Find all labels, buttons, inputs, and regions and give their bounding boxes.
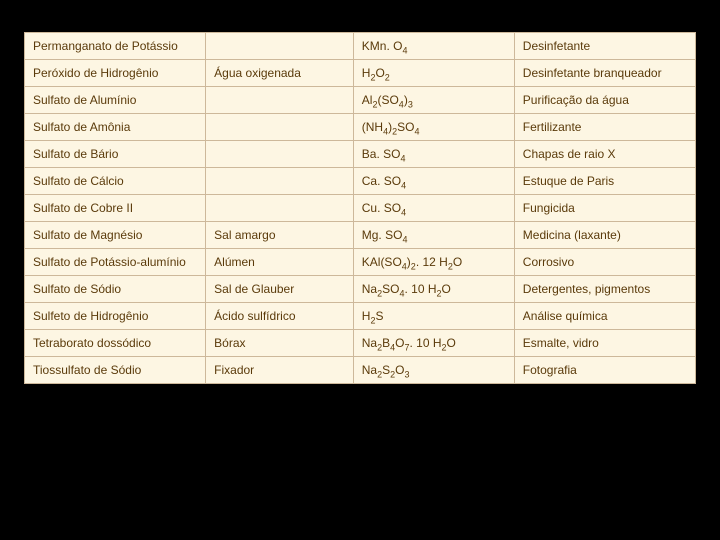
- table-row: Tiossulfato de SódioFixadorNa2S2O3Fotogr…: [25, 357, 696, 384]
- common-name-cell: Sal de Glauber: [206, 276, 354, 303]
- common-name-cell: Fixador: [206, 357, 354, 384]
- use-cell: Desinfetante branqueador: [514, 60, 695, 87]
- table-row: Tetraborato dossódicoBóraxNa2B4O7. 10 H2…: [25, 330, 696, 357]
- table-row: Peróxido de HidrogênioÁgua oxigenadaH2O2…: [25, 60, 696, 87]
- compound-name-cell: Permanganato de Potássio: [25, 33, 206, 60]
- formula-cell: Cu. SO4: [353, 195, 514, 222]
- use-cell: Desinfetante: [514, 33, 695, 60]
- table-row: Sulfeto de HidrogênioÁcido sulfídricoH2S…: [25, 303, 696, 330]
- common-name-cell: Água oxigenada: [206, 60, 354, 87]
- table-row: Sulfato de SódioSal de GlauberNa2SO4. 10…: [25, 276, 696, 303]
- formula-cell: KAl(SO4)2. 12 H2O: [353, 249, 514, 276]
- compound-name-cell: Sulfato de Cobre II: [25, 195, 206, 222]
- use-cell: Chapas de raio X: [514, 141, 695, 168]
- common-name-cell: [206, 168, 354, 195]
- common-name-cell: [206, 141, 354, 168]
- common-name-cell: Ácido sulfídrico: [206, 303, 354, 330]
- compound-name-cell: Sulfato de Sódio: [25, 276, 206, 303]
- formula-cell: (NH4)2SO4: [353, 114, 514, 141]
- use-cell: Medicina (laxante): [514, 222, 695, 249]
- compound-name-cell: Sulfeto de Hidrogênio: [25, 303, 206, 330]
- formula-cell: Na2SO4. 10 H2O: [353, 276, 514, 303]
- use-cell: Corrosivo: [514, 249, 695, 276]
- formula-cell: KMn. O4: [353, 33, 514, 60]
- table-row: Sulfato de Cálcio Ca. SO4Estuque de Paris: [25, 168, 696, 195]
- common-name-cell: [206, 114, 354, 141]
- table-body: Permanganato de Potássio KMn. O4Desinfeta…: [25, 33, 696, 384]
- compound-name-cell: Tiossulfato de Sódio: [25, 357, 206, 384]
- common-name-cell: Alúmen: [206, 249, 354, 276]
- use-cell: Purificação da água: [514, 87, 695, 114]
- compound-name-cell: Peróxido de Hidrogênio: [25, 60, 206, 87]
- common-name-cell: [206, 87, 354, 114]
- compound-name-cell: Sulfato de Alumínio: [25, 87, 206, 114]
- slide-canvas: Permanganato de Potássio KMn. O4Desinfeta…: [0, 0, 720, 424]
- formula-cell: Ca. SO4: [353, 168, 514, 195]
- use-cell: Fungicida: [514, 195, 695, 222]
- compound-name-cell: Sulfato de Bário: [25, 141, 206, 168]
- compound-name-cell: Sulfato de Magnésio: [25, 222, 206, 249]
- compound-name-cell: Sulfato de Cálcio: [25, 168, 206, 195]
- formula-cell: Al2(SO4)3: [353, 87, 514, 114]
- common-name-cell: [206, 195, 354, 222]
- table-row: Sulfato de Cobre II Cu. SO4Fungicida: [25, 195, 696, 222]
- compound-name-cell: Tetraborato dossódico: [25, 330, 206, 357]
- formula-cell: Na2B4O7. 10 H2O: [353, 330, 514, 357]
- chemical-compounds-table: Permanganato de Potássio KMn. O4Desinfeta…: [24, 32, 696, 384]
- formula-cell: Na2S2O3: [353, 357, 514, 384]
- formula-cell: H2S: [353, 303, 514, 330]
- table-row: Sulfato de Potássio-alumínioAlúmenKAl(SO…: [25, 249, 696, 276]
- compound-name-cell: Sulfato de Amônia: [25, 114, 206, 141]
- table-row: Permanganato de Potássio KMn. O4Desinfeta…: [25, 33, 696, 60]
- common-name-cell: [206, 33, 354, 60]
- table-row: Sulfato de Amônia (NH4)2SO4Fertilizante: [25, 114, 696, 141]
- use-cell: Fertilizante: [514, 114, 695, 141]
- use-cell: Fotografia: [514, 357, 695, 384]
- table-row: Sulfato de Alumínio Al2(SO4)3Purificação …: [25, 87, 696, 114]
- use-cell: Detergentes, pigmentos: [514, 276, 695, 303]
- formula-cell: H2O2: [353, 60, 514, 87]
- table-row: Sulfato de Bário Ba. SO4Chapas de raio X: [25, 141, 696, 168]
- common-name-cell: Sal amargo: [206, 222, 354, 249]
- formula-cell: Ba. SO4: [353, 141, 514, 168]
- use-cell: Estuque de Paris: [514, 168, 695, 195]
- formula-cell: Mg. SO4: [353, 222, 514, 249]
- use-cell: Esmalte, vidro: [514, 330, 695, 357]
- table-row: Sulfato de MagnésioSal amargoMg. SO4Medi…: [25, 222, 696, 249]
- common-name-cell: Bórax: [206, 330, 354, 357]
- compound-name-cell: Sulfato de Potássio-alumínio: [25, 249, 206, 276]
- use-cell: Análise química: [514, 303, 695, 330]
